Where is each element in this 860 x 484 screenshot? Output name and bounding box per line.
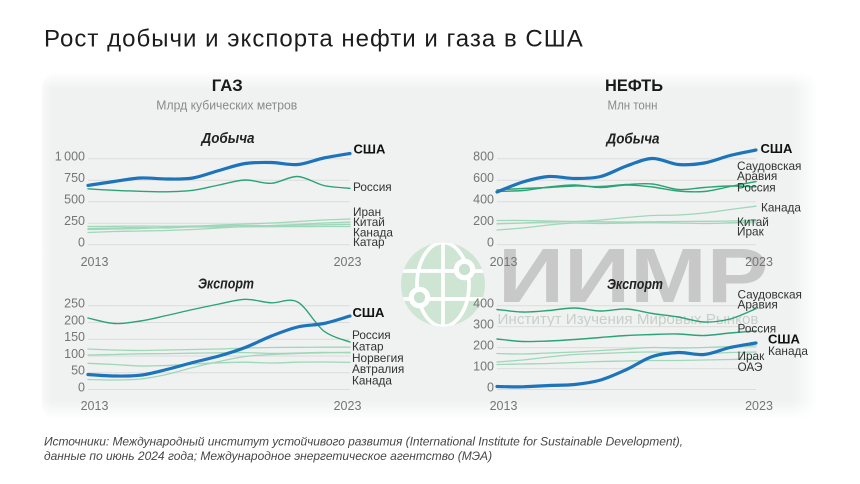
svg-text:Катар: Катар bbox=[353, 235, 385, 249]
svg-text:Иран: Иран bbox=[353, 205, 381, 219]
svg-text:Канада: Канада bbox=[768, 344, 808, 358]
svg-text:Катар: Катар bbox=[352, 340, 384, 354]
svg-text:2023: 2023 bbox=[334, 255, 362, 269]
svg-text:США: США bbox=[761, 141, 793, 156]
svg-text:данные по июнь 2024 года; Межд: данные по июнь 2024 года; Международное … bbox=[44, 449, 492, 463]
svg-text:50: 50 bbox=[71, 364, 85, 378]
svg-text:Автралия: Автралия bbox=[352, 362, 404, 376]
svg-text:2013: 2013 bbox=[81, 255, 109, 269]
svg-text:Россия: Россия bbox=[737, 181, 776, 195]
svg-text:200: 200 bbox=[473, 338, 494, 352]
svg-text:0: 0 bbox=[78, 236, 85, 250]
svg-text:Россия: Россия bbox=[352, 328, 391, 342]
svg-text:Россия: Россия bbox=[353, 180, 392, 194]
svg-text:250: 250 bbox=[64, 297, 85, 311]
svg-text:Китай: Китай bbox=[737, 215, 769, 229]
svg-text:Млн тонн: Млн тонн bbox=[608, 99, 658, 113]
svg-text:ИИМР: ИИМР bbox=[498, 233, 768, 319]
svg-text:2023: 2023 bbox=[334, 399, 362, 413]
svg-text:200: 200 bbox=[473, 214, 494, 228]
svg-text:500: 500 bbox=[64, 193, 85, 207]
svg-text:Ирак: Ирак bbox=[738, 349, 766, 363]
svg-text:2023: 2023 bbox=[745, 255, 773, 269]
svg-text:Добыча: Добыча bbox=[605, 131, 660, 148]
svg-text:Аравия: Аравия bbox=[737, 169, 777, 183]
svg-text:США: США bbox=[768, 331, 800, 346]
svg-text:0: 0 bbox=[487, 380, 494, 394]
svg-text:800: 800 bbox=[473, 150, 494, 164]
svg-text:Россия: Россия bbox=[738, 322, 777, 336]
svg-text:НЕФТЬ: НЕФТЬ bbox=[605, 76, 663, 95]
svg-text:США: США bbox=[354, 141, 386, 156]
svg-text:100: 100 bbox=[473, 359, 494, 373]
svg-text:США: США bbox=[353, 305, 385, 320]
svg-text:Канада: Канада bbox=[353, 225, 393, 239]
svg-text:250: 250 bbox=[64, 214, 85, 228]
svg-text:400: 400 bbox=[473, 193, 494, 207]
svg-text:150: 150 bbox=[64, 330, 85, 344]
svg-text:300: 300 bbox=[473, 317, 494, 331]
svg-text:2013: 2013 bbox=[81, 399, 109, 413]
svg-text:Ирак: Ирак bbox=[737, 224, 765, 238]
svg-text:Норвегия: Норвегия bbox=[352, 351, 404, 365]
svg-text:Аравия: Аравия bbox=[738, 297, 778, 311]
svg-text:ГАЗ: ГАЗ bbox=[212, 76, 243, 95]
svg-text:Китай: Китай bbox=[353, 215, 385, 229]
svg-text:2013: 2013 bbox=[490, 255, 518, 269]
svg-text:600: 600 bbox=[473, 171, 494, 185]
svg-text:ОАЭ: ОАЭ bbox=[738, 360, 764, 374]
svg-text:Экспорт: Экспорт bbox=[198, 276, 254, 293]
svg-text:2023: 2023 bbox=[745, 399, 773, 413]
svg-text:Млрд кубических метров: Млрд кубических метров bbox=[156, 99, 297, 113]
svg-text:750: 750 bbox=[64, 171, 85, 185]
svg-text:Рост добычи и экспорта нефти и: Рост добычи и экспорта нефти и газа в СШ… bbox=[44, 25, 583, 52]
svg-text:Источники: Международный инсти: Источники: Международный институт устойч… bbox=[44, 434, 683, 448]
svg-text:400: 400 bbox=[473, 297, 494, 311]
svg-text:Саудовская: Саудовская bbox=[737, 159, 801, 173]
svg-text:1 000: 1 000 bbox=[55, 150, 85, 164]
svg-text:200: 200 bbox=[64, 313, 85, 327]
svg-text:0: 0 bbox=[487, 236, 494, 250]
svg-text:100: 100 bbox=[64, 347, 85, 361]
svg-text:Саудовская: Саудовская bbox=[738, 287, 802, 301]
svg-text:0: 0 bbox=[78, 380, 85, 394]
svg-text:2013: 2013 bbox=[490, 399, 518, 413]
svg-text:Экспорт: Экспорт bbox=[607, 276, 663, 293]
svg-text:Канада: Канада bbox=[352, 374, 392, 388]
svg-text:Канада: Канада bbox=[761, 201, 801, 215]
svg-text:Добыча: Добыча bbox=[200, 130, 255, 147]
svg-text:Институт Изучения Мировых Рынк: Институт Изучения Мировых Рынков bbox=[498, 311, 759, 328]
